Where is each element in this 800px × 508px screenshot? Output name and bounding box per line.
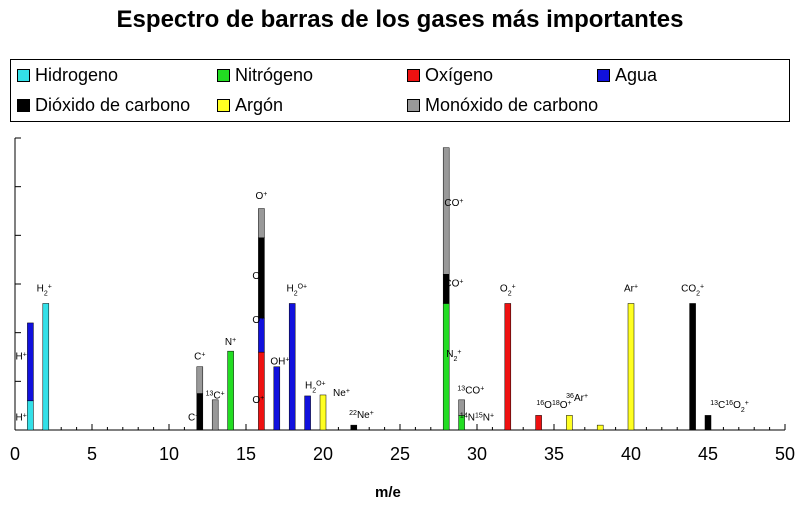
ion-label: CO+ — [444, 198, 463, 210]
legend-label-hydrogen: Hidrogeno — [35, 65, 119, 85]
legend-swatch-argon — [217, 99, 230, 112]
legend-swatch-co2 — [17, 99, 30, 112]
ion-label: O+ — [255, 190, 267, 202]
legend-label-nitrogen: Nitrógeno — [235, 65, 314, 85]
ion-label: H2O+ — [305, 380, 326, 394]
bar-water-19 — [304, 395, 311, 431]
ion-label: N2+ — [446, 349, 461, 363]
ion-label: OH+ — [270, 356, 289, 368]
bar-argon-20 — [319, 394, 327, 431]
bar-water-18 — [288, 303, 296, 431]
legend-label-argon: Argón — [235, 95, 284, 115]
ion-label: H2+ — [37, 283, 52, 297]
legend-item-hydrogen: Hidrogeno — [17, 65, 118, 86]
bar-co-28 — [442, 147, 450, 275]
ion-label: H+ — [15, 351, 26, 363]
x-tick-label: 45 — [698, 444, 718, 464]
bar-co-13 — [211, 399, 219, 431]
bar-water-1 — [27, 322, 34, 402]
bar-oxygen-32 — [504, 303, 512, 431]
bar-water-17 — [273, 366, 281, 431]
legend-item-oxygen: Oxígeno — [407, 65, 493, 86]
ion-label: 16O18O+ — [536, 400, 571, 412]
bar-argon-38 — [596, 424, 604, 431]
ion-label: H+ — [15, 412, 26, 424]
ion-label: CO+ — [444, 278, 463, 290]
legend-label-co: Monóxido de carbono — [425, 95, 599, 115]
x-tick-label: 5 — [87, 444, 97, 464]
x-tick-label: 10 — [159, 444, 179, 464]
bar-co-16 — [258, 208, 265, 239]
bar-argon-40 — [627, 303, 635, 431]
ion-label: Ne+ — [333, 387, 350, 399]
bar-co2-45 — [704, 415, 712, 431]
legend: Hidrogeno Nitrógeno Oxígeno Agua Dióxido… — [10, 59, 790, 122]
ion-label: H2O+ — [286, 283, 307, 297]
ion-label: 36Ar+ — [566, 392, 588, 404]
bar-co-12 — [196, 366, 204, 394]
bar-argon-36 — [566, 415, 573, 431]
x-tick-label: 50 — [775, 444, 795, 464]
ion-label: 14N15N+ — [460, 412, 494, 424]
legend-swatch-water — [597, 69, 610, 82]
legend-item-argon: Argón — [217, 95, 283, 116]
legend-label-oxygen: Oxígeno — [425, 65, 494, 85]
legend-swatch-nitrogen — [217, 69, 230, 82]
x-tick-label: 30 — [467, 444, 487, 464]
ion-label: C+ — [194, 351, 205, 363]
ion-label: CO2+ — [681, 283, 704, 297]
legend-item-water: Agua — [597, 65, 657, 86]
ion-label: C+ — [188, 412, 199, 424]
ion-label: Ar+ — [624, 283, 638, 295]
ion-label: O+ — [252, 271, 264, 283]
bar-hydrogen-2 — [42, 303, 50, 431]
legend-label-water: Agua — [615, 65, 658, 85]
bar-co2-22 — [350, 424, 358, 431]
bar-nitrogen-28 — [442, 303, 450, 431]
legend-swatch-hydrogen — [17, 69, 30, 82]
x-tick-label: 35 — [544, 444, 564, 464]
legend-swatch-co — [407, 99, 420, 112]
x-tick-label: 20 — [313, 444, 333, 464]
legend-label-co2: Dióxido de carbono — [35, 95, 191, 115]
ion-label: O+ — [252, 395, 264, 407]
bar-oxygen-16 — [258, 351, 265, 431]
x-tick-label: 25 — [390, 444, 410, 464]
ion-label: O+ — [252, 314, 264, 326]
ion-label: 13CO+ — [457, 385, 484, 397]
bar-nitrogen-14 — [227, 350, 234, 431]
ion-label: N+ — [225, 336, 236, 348]
ion-label: 13C+ — [206, 390, 225, 402]
legend-item-co: Monóxido de carbono — [407, 95, 598, 116]
x-tick-label: 0 — [10, 444, 20, 464]
legend-item-nitrogen: Nitrógeno — [217, 65, 313, 86]
bar-hydrogen-1 — [27, 400, 34, 431]
legend-item-co2: Dióxido de carbono — [17, 95, 190, 116]
x-tick-label: 40 — [621, 444, 641, 464]
x-tick-label: 15 — [236, 444, 256, 464]
bar-oxygen-34 — [535, 415, 542, 431]
x-axis-label: m/e — [375, 484, 401, 501]
ion-label: O2+ — [500, 283, 516, 297]
bar-co-29 — [458, 399, 465, 416]
chart-title: Espectro de barras de los gases más impo… — [116, 6, 684, 33]
legend-swatch-oxygen — [407, 69, 420, 82]
bar-co2-44 — [689, 303, 696, 431]
ion-label: 22Ne+ — [349, 409, 374, 421]
ion-label: 13C16O2+ — [710, 400, 749, 414]
